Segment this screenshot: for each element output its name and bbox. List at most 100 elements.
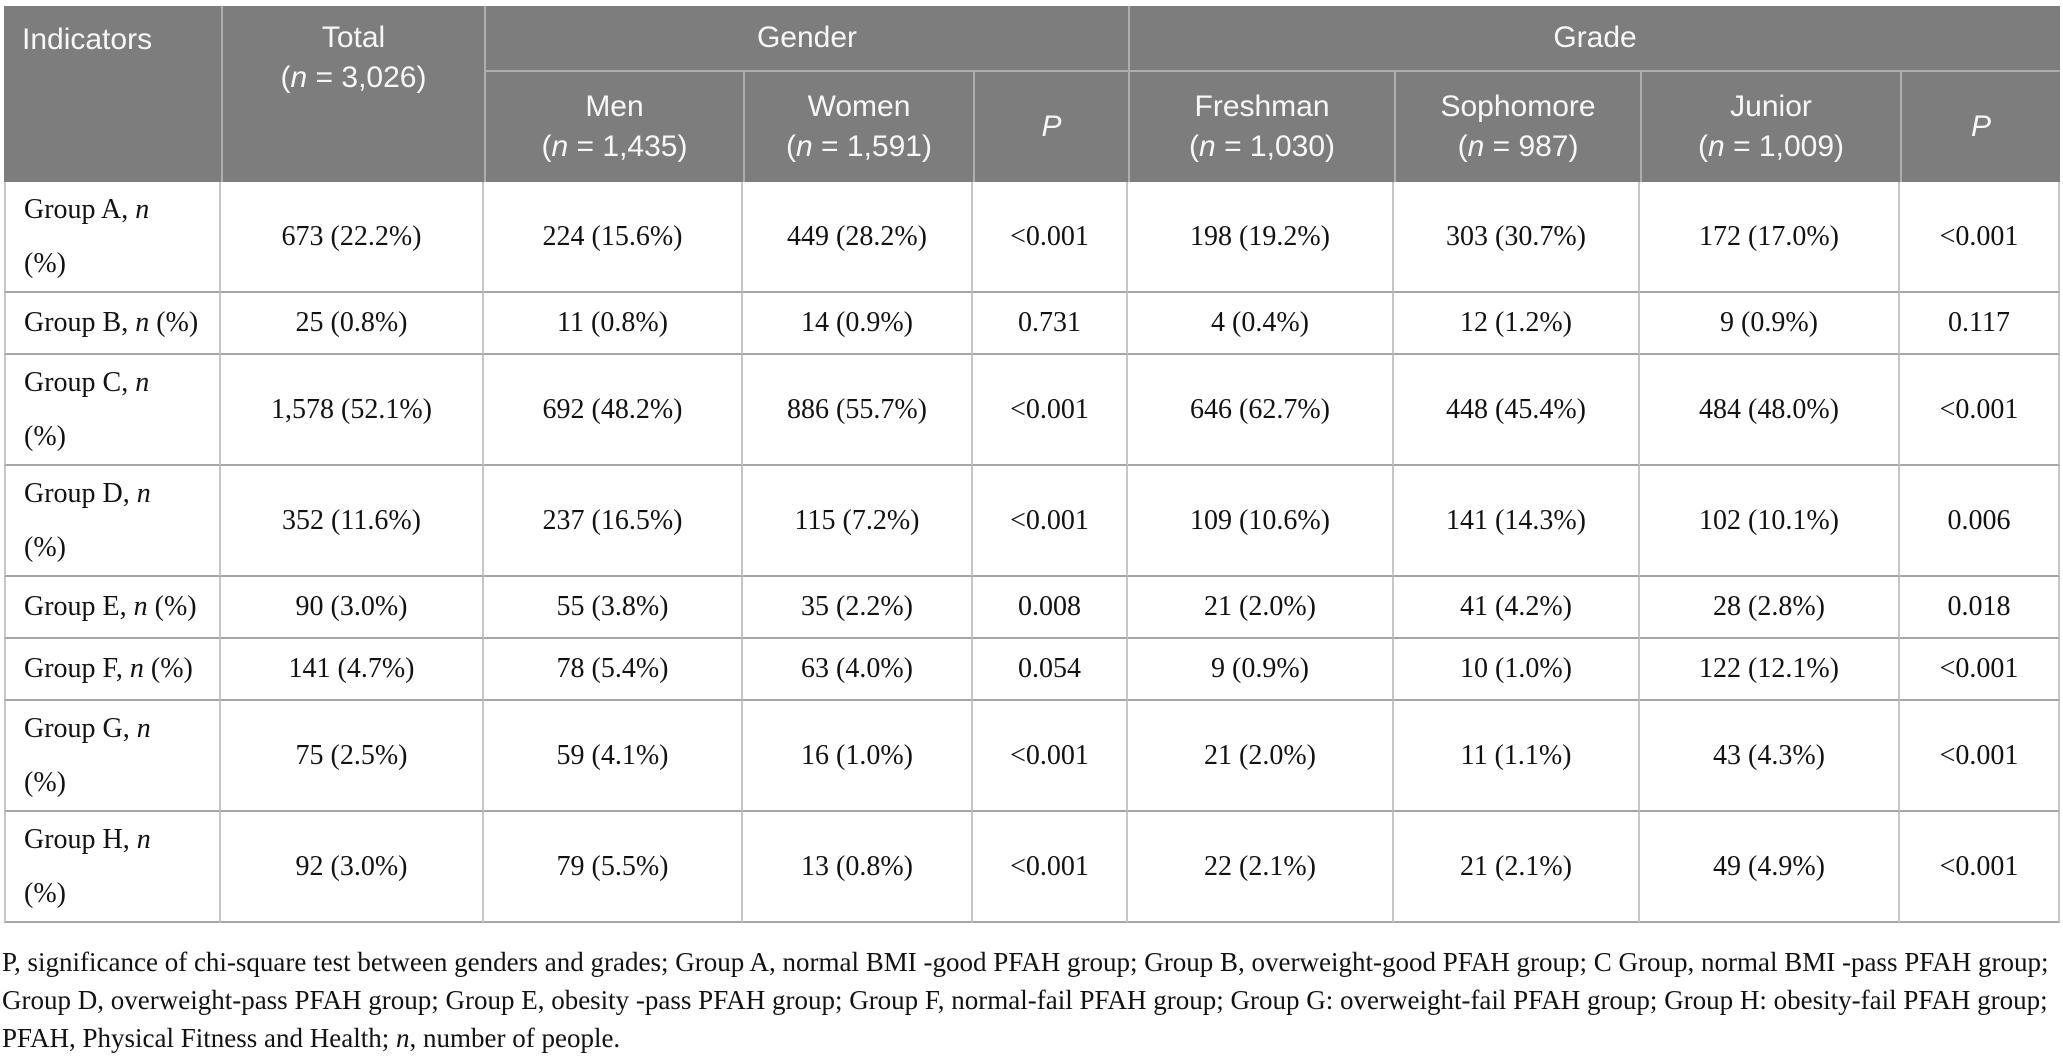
header-men: Men (n = 1,435): [484, 70, 743, 182]
data-cell: 63 (4.0%): [743, 639, 973, 701]
data-cell: 0.731: [973, 293, 1129, 355]
data-cell: 92 (3.0%): [221, 812, 484, 923]
table-header: Indicators Total (n = 3,026) Gender Grade…: [4, 6, 2061, 182]
data-cell: 35 (2.2%): [743, 577, 973, 639]
header-group-row: Indicators Total (n = 3,026) Gender Grade: [4, 6, 2061, 182]
data-cell: 78 (5.4%): [484, 639, 743, 701]
data-cell: <0.001: [973, 355, 1129, 466]
data-cell: 115 (7.2%): [743, 466, 973, 577]
header-sophomore: Sophomore (n = 987): [1394, 70, 1641, 182]
data-cell: 43 (4.3%): [1640, 701, 1901, 812]
data-cell: 692 (48.2%): [484, 355, 743, 466]
data-cell: 14 (0.9%): [743, 293, 973, 355]
data-cell: 484 (48.0%): [1640, 355, 1901, 466]
data-cell: 237 (16.5%): [484, 466, 743, 577]
data-cell: 41 (4.2%): [1394, 577, 1641, 639]
row-label-cell: Group A, n (%): [4, 182, 221, 293]
data-cell: 9 (0.9%): [1640, 293, 1901, 355]
data-cell: 449 (28.2%): [743, 182, 973, 293]
data-cell: 49 (4.9%): [1640, 812, 1901, 923]
data-cell: 10 (1.0%): [1394, 639, 1641, 701]
data-cell: 22 (2.1%): [1128, 812, 1395, 923]
data-cell: 79 (5.5%): [484, 812, 743, 923]
data-cell: 102 (10.1%): [1640, 466, 1901, 577]
data-cell: 303 (30.7%): [1394, 182, 1641, 293]
data-cell: 673 (22.2%): [221, 182, 484, 293]
data-cell: 198 (19.2%): [1128, 182, 1395, 293]
data-cell: 352 (11.6%): [221, 466, 484, 577]
data-cell: <0.001: [1900, 182, 2061, 293]
row-label-cell: Group H, n (%): [4, 812, 221, 923]
data-cell: 75 (2.5%): [221, 701, 484, 812]
data-cell: 4 (0.4%): [1128, 293, 1395, 355]
header-p-grade: P: [1900, 70, 2061, 182]
data-cell: 224 (15.6%): [484, 182, 743, 293]
data-cell: 0.006: [1900, 466, 2061, 577]
data-cell: 122 (12.1%): [1640, 639, 1901, 701]
data-cell: 11 (1.1%): [1394, 701, 1641, 812]
row-label-cell: Group G, n (%): [4, 701, 221, 812]
data-cell: 90 (3.0%): [221, 577, 484, 639]
table-row: Group E, n (%) 90 (3.0%) 55 (3.8%) 35 (2.2%…: [4, 577, 2061, 639]
table-row: Group D, n (%) 352 (11.6%) 237 (16.5%) 115 (…: [4, 466, 2061, 577]
data-cell: 0.008: [973, 577, 1129, 639]
data-cell: 13 (0.8%): [743, 812, 973, 923]
data-cell: 0.054: [973, 639, 1129, 701]
data-cell: 21 (2.0%): [1128, 701, 1395, 812]
data-cell: 448 (45.4%): [1394, 355, 1641, 466]
data-cell: <0.001: [973, 701, 1129, 812]
table-row: Group C, n (%) 1,578 (52.1%) 692 (48.2%) 886…: [4, 355, 2061, 466]
table-row: Group B, n (%) 25 (0.8%) 11 (0.8%) 14 (0.9%…: [4, 293, 2061, 355]
data-cell: 25 (0.8%): [221, 293, 484, 355]
data-cell: <0.001: [973, 182, 1129, 293]
table-row: Group F, n (%) 141 (4.7%) 78 (5.4%) 63 (4.0…: [4, 639, 2061, 701]
data-cell: 1,578 (52.1%): [221, 355, 484, 466]
statistics-table: Indicators Total (n = 3,026) Gender Grade…: [4, 6, 2061, 923]
table-row: Group A, n (%) 673 (22.2%) 224 (15.6%) 449 (…: [4, 182, 2061, 293]
data-cell: <0.001: [1900, 812, 2061, 923]
table-body: Group A, n (%) 673 (22.2%) 224 (15.6%) 449 (…: [4, 182, 2061, 923]
data-cell: 0.117: [1900, 293, 2061, 355]
data-cell: 9 (0.9%): [1128, 639, 1395, 701]
row-label-cell: Group F, n (%): [4, 639, 221, 701]
header-p-gender: P: [973, 70, 1129, 182]
header-group-grade: Grade: [1128, 6, 2061, 70]
data-cell: 11 (0.8%): [484, 293, 743, 355]
header-junior: Junior (n = 1,009): [1640, 70, 1901, 182]
header-women: Women (n = 1,591): [743, 70, 973, 182]
data-cell: 646 (62.7%): [1128, 355, 1395, 466]
row-label-cell: Group C, n (%): [4, 355, 221, 466]
header-indicators: Indicators: [4, 6, 221, 182]
data-cell: 141 (14.3%): [1394, 466, 1641, 577]
data-cell: <0.001: [1900, 639, 2061, 701]
data-cell: <0.001: [1900, 701, 2061, 812]
data-cell: 0.018: [1900, 577, 2061, 639]
data-cell: 12 (1.2%): [1394, 293, 1641, 355]
footnote-line: P, significance of chi-square test betwe…: [2, 947, 2049, 977]
data-cell: <0.001: [973, 466, 1129, 577]
data-cell: 21 (2.0%): [1128, 577, 1395, 639]
table-footnote: P, significance of chi-square test betwe…: [2, 943, 2063, 1057]
data-cell: <0.001: [973, 812, 1129, 923]
table-row: Group H, n (%) 92 (3.0%) 79 (5.5%) 13 (0.8%)…: [4, 812, 2061, 923]
data-cell: 28 (2.8%): [1640, 577, 1901, 639]
footnote-line: Group D, overweight-pass PFAH group; Gro…: [2, 985, 2048, 1015]
data-cell: 109 (10.6%): [1128, 466, 1395, 577]
header-total: Total (n = 3,026): [221, 6, 484, 182]
header-sub-row: Men (n = 1,435) Women (n = 1,591) P Freshm…: [4, 70, 2061, 182]
row-label-cell: Group D, n (%): [4, 466, 221, 577]
data-cell: 886 (55.7%): [743, 355, 973, 466]
data-cell: 16 (1.0%): [743, 701, 973, 812]
footnote-line: PFAH, Physical Fitness and Health; n, nu…: [2, 1023, 621, 1053]
row-label-cell: Group E, n (%): [4, 577, 221, 639]
data-cell: <0.001: [1900, 355, 2061, 466]
data-cell: 55 (3.8%): [484, 577, 743, 639]
data-cell: 172 (17.0%): [1640, 182, 1901, 293]
data-cell: 21 (2.1%): [1394, 812, 1641, 923]
paper-table-figure: Indicators Total (n = 3,026) Gender Grade…: [0, 6, 2063, 1057]
header-group-gender: Gender: [484, 6, 1129, 70]
header-freshman: Freshman (n = 1,030): [1128, 70, 1395, 182]
table-row: Group G, n (%) 75 (2.5%) 59 (4.1%) 16 (1.0%)…: [4, 701, 2061, 812]
data-cell: 141 (4.7%): [221, 639, 484, 701]
data-cell: 59 (4.1%): [484, 701, 743, 812]
